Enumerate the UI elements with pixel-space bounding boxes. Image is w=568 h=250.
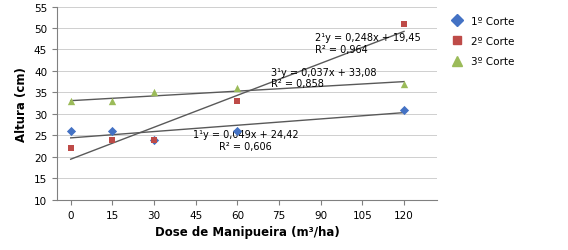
Point <box>108 130 117 134</box>
Point <box>66 147 75 151</box>
Point <box>399 22 408 26</box>
Point <box>233 87 242 91</box>
Legend: 1º Corte, 2º Corte, 3º Corte: 1º Corte, 2º Corte, 3º Corte <box>446 16 515 67</box>
Point <box>66 100 75 103</box>
Point <box>66 130 75 134</box>
Text: 3¹y = 0,037x + 33,08
R² = 0,858: 3¹y = 0,037x + 33,08 R² = 0,858 <box>271 68 376 89</box>
Point <box>149 138 158 142</box>
Point <box>399 108 408 112</box>
Point <box>233 100 242 103</box>
Point <box>149 91 158 95</box>
Point <box>108 138 117 142</box>
Y-axis label: Altura (cm): Altura (cm) <box>15 66 28 141</box>
Point <box>399 82 408 86</box>
Text: 1¹y = 0,049x + 24,42
R² = 0,606: 1¹y = 0,049x + 24,42 R² = 0,606 <box>193 130 299 151</box>
Point <box>233 130 242 134</box>
Point <box>108 100 117 103</box>
Text: 2¹y = 0,248x + 19,45
R² = 0,964: 2¹y = 0,248x + 19,45 R² = 0,964 <box>315 33 421 55</box>
Point <box>149 138 158 142</box>
X-axis label: Dose de Manipueira (m³/ha): Dose de Manipueira (m³/ha) <box>154 225 340 238</box>
